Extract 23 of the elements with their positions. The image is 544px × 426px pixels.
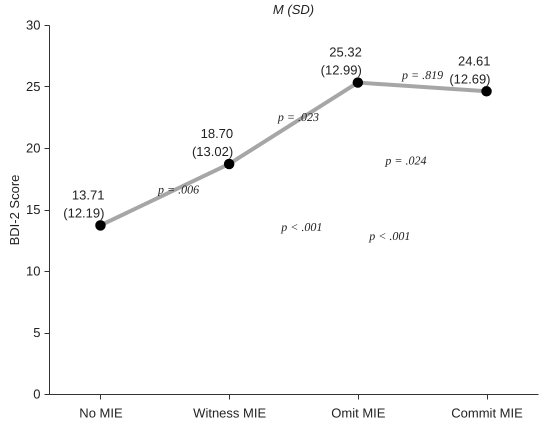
x-tick-label: Commit MIE	[451, 406, 524, 420]
annotation: p < .001	[280, 220, 322, 234]
y-tick-label: 5	[33, 325, 40, 340]
y-tick-label: 0	[33, 386, 40, 402]
y-tick-label: 10	[26, 264, 40, 278]
x-tick-label: No MIE	[79, 406, 123, 420]
data-label: 18.70 (13.02)	[192, 126, 234, 159]
annotation: p < .001	[368, 229, 410, 244]
annotation: p = .024	[384, 153, 427, 168]
annotation: p = .006	[157, 182, 200, 197]
x-tick-label: Omit MIE	[331, 406, 386, 420]
y-axis-title: BDI-2 Score	[7, 174, 22, 246]
annotation: p = .819	[401, 68, 444, 82]
y-tick-label: 15	[26, 202, 40, 217]
data-label: 25.32 (12.99)	[320, 44, 362, 78]
y-tick-label: 20	[26, 140, 40, 156]
data-label: 13.71 (12.19)	[63, 187, 104, 220]
y-tick-label: 25	[26, 79, 40, 94]
data-label: 24.61 (12.69)	[449, 53, 491, 86]
annotation: p = .023	[276, 110, 319, 124]
chart-title: M (SD)	[272, 2, 314, 17]
x-tick-label: Witness MIE	[193, 406, 266, 420]
y-tick-label: 30	[26, 18, 40, 32]
